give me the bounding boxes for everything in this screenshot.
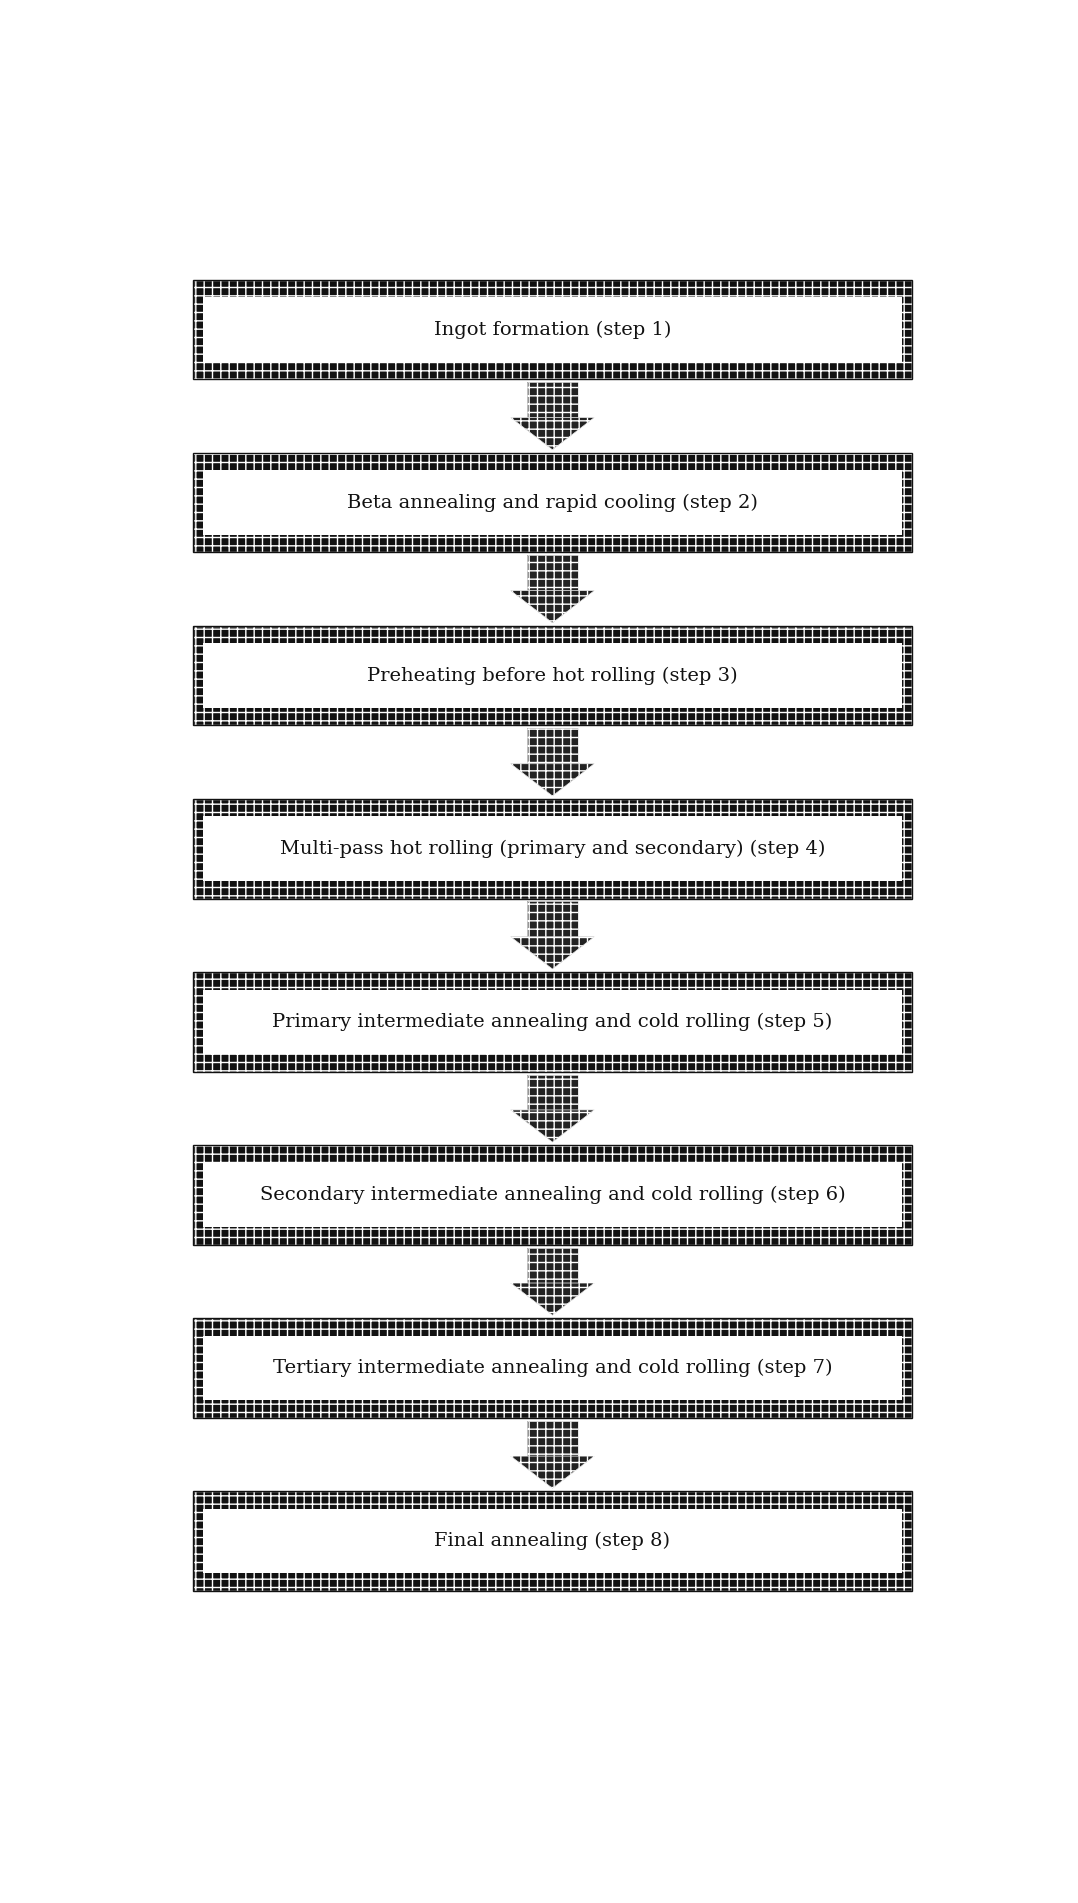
Polygon shape — [511, 590, 594, 622]
FancyBboxPatch shape — [527, 729, 578, 763]
FancyBboxPatch shape — [204, 470, 901, 535]
FancyBboxPatch shape — [193, 972, 912, 1071]
FancyBboxPatch shape — [204, 297, 901, 362]
FancyBboxPatch shape — [527, 383, 578, 417]
Polygon shape — [511, 417, 594, 449]
FancyBboxPatch shape — [193, 626, 912, 725]
FancyBboxPatch shape — [193, 972, 912, 1071]
Text: Multi-pass hot rolling (primary and secondary) (step 4): Multi-pass hot rolling (primary and seco… — [280, 839, 825, 858]
Text: Primary intermediate annealing and cold rolling (step 5): Primary intermediate annealing and cold … — [273, 1012, 832, 1031]
FancyBboxPatch shape — [527, 1075, 578, 1109]
Text: Beta annealing and rapid cooling (step 2): Beta annealing and rapid cooling (step 2… — [347, 493, 758, 512]
FancyBboxPatch shape — [204, 1336, 901, 1401]
FancyBboxPatch shape — [193, 280, 912, 379]
Polygon shape — [511, 936, 594, 969]
FancyBboxPatch shape — [204, 816, 901, 881]
Text: Ingot formation (step 1): Ingot formation (step 1) — [433, 320, 672, 339]
FancyBboxPatch shape — [527, 1248, 578, 1283]
Text: Preheating before hot rolling (step 3): Preheating before hot rolling (step 3) — [368, 666, 737, 685]
Polygon shape — [511, 1283, 594, 1315]
FancyBboxPatch shape — [527, 902, 578, 936]
FancyBboxPatch shape — [527, 1075, 578, 1109]
FancyBboxPatch shape — [193, 1319, 912, 1418]
Polygon shape — [511, 1456, 594, 1488]
FancyBboxPatch shape — [527, 556, 578, 590]
FancyBboxPatch shape — [204, 1163, 901, 1227]
FancyBboxPatch shape — [204, 1336, 901, 1401]
FancyBboxPatch shape — [193, 626, 912, 725]
FancyBboxPatch shape — [193, 1146, 912, 1245]
FancyBboxPatch shape — [204, 470, 901, 535]
Polygon shape — [511, 1109, 594, 1142]
FancyBboxPatch shape — [204, 990, 901, 1054]
Polygon shape — [511, 417, 594, 449]
FancyBboxPatch shape — [204, 297, 901, 362]
Polygon shape — [511, 1283, 594, 1315]
FancyBboxPatch shape — [204, 1509, 901, 1574]
FancyBboxPatch shape — [193, 799, 912, 898]
FancyBboxPatch shape — [193, 1319, 912, 1418]
FancyBboxPatch shape — [527, 1422, 578, 1456]
FancyBboxPatch shape — [193, 453, 912, 552]
FancyBboxPatch shape — [193, 1146, 912, 1245]
FancyBboxPatch shape — [193, 280, 912, 379]
FancyBboxPatch shape — [204, 643, 901, 708]
Polygon shape — [511, 763, 594, 795]
FancyBboxPatch shape — [193, 799, 912, 898]
Polygon shape — [511, 1456, 594, 1488]
FancyBboxPatch shape — [527, 383, 578, 417]
FancyBboxPatch shape — [193, 453, 912, 552]
FancyBboxPatch shape — [204, 643, 901, 708]
Polygon shape — [511, 1109, 594, 1142]
FancyBboxPatch shape — [204, 990, 901, 1054]
Text: Secondary intermediate annealing and cold rolling (step 6): Secondary intermediate annealing and col… — [260, 1186, 845, 1205]
FancyBboxPatch shape — [527, 556, 578, 590]
FancyBboxPatch shape — [204, 1509, 901, 1574]
FancyBboxPatch shape — [527, 729, 578, 763]
FancyBboxPatch shape — [204, 816, 901, 881]
FancyBboxPatch shape — [527, 1248, 578, 1283]
FancyBboxPatch shape — [527, 902, 578, 936]
FancyBboxPatch shape — [204, 1163, 901, 1227]
FancyBboxPatch shape — [193, 1492, 912, 1591]
Polygon shape — [511, 763, 594, 795]
Polygon shape — [511, 590, 594, 622]
FancyBboxPatch shape — [193, 1492, 912, 1591]
Polygon shape — [511, 936, 594, 969]
FancyBboxPatch shape — [527, 1422, 578, 1456]
Text: Tertiary intermediate annealing and cold rolling (step 7): Tertiary intermediate annealing and cold… — [273, 1359, 832, 1378]
Text: Final annealing (step 8): Final annealing (step 8) — [434, 1532, 671, 1551]
